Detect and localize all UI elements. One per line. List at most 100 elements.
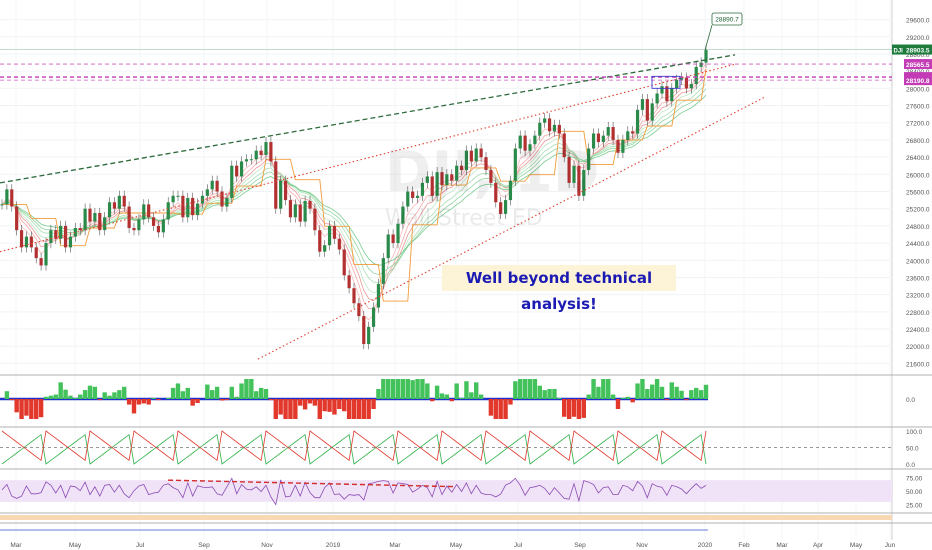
oscillator-bar: [53, 394, 58, 399]
oscillator-bar: [68, 395, 73, 399]
candle-body: [137, 219, 141, 231]
candle-body: [283, 180, 288, 201]
oscillator-bar: [405, 379, 410, 399]
candle-body: [191, 197, 195, 216]
oscillator-bar: [263, 389, 269, 399]
oscillator-bar: [29, 399, 34, 419]
oscillator-bar: [43, 396, 49, 399]
oscillator-bar: [390, 379, 396, 399]
oscillator-bar: [244, 379, 249, 399]
oscillator-bar: [410, 380, 415, 399]
candle-body: [386, 234, 390, 259]
bottom-strip: [0, 515, 892, 520]
oscillator-bar: [366, 399, 371, 419]
oscillator-bar: [151, 397, 156, 399]
oscillator-bar: [439, 393, 445, 399]
oscillator-bar: [654, 379, 660, 399]
candle-body: [440, 172, 444, 186]
candle-body: [352, 288, 356, 304]
candle-body: [572, 165, 576, 183]
candle-body: [186, 197, 190, 218]
oscillator-bar: [664, 399, 670, 401]
oscillator-bar: [552, 389, 557, 399]
candle-body: [533, 135, 537, 145]
oscillator-bar: [694, 387, 699, 399]
candle-body: [254, 150, 258, 160]
oscillator-bar: [464, 381, 469, 399]
candle-body: [552, 124, 557, 132]
candle-body: [332, 225, 337, 239]
candle-body: [567, 157, 571, 183]
oscillator-bar: [381, 379, 386, 399]
y-tick-label: 26800.0: [906, 138, 930, 145]
oscillator-bar: [493, 399, 498, 419]
x-tick-label: May: [850, 542, 863, 549]
oscillator-bar: [283, 399, 288, 419]
rsi-tick-label: 50.00: [906, 489, 923, 496]
candle-body: [342, 249, 346, 276]
candle-body: [606, 127, 610, 136]
candle-body: [357, 303, 361, 317]
oscillator-bar: [659, 386, 665, 399]
aroon-up-line: [1, 433, 707, 465]
candle-body: [635, 109, 640, 134]
oscillator-bar: [508, 399, 513, 405]
candle-body: [0, 204, 4, 206]
candle-body: [503, 200, 508, 214]
oscillator-bar: [190, 399, 195, 406]
x-tick-label: Nov: [261, 542, 273, 549]
oscillator-bar: [14, 399, 19, 413]
mid-tick-label: 0.0: [906, 462, 915, 469]
candle-body: [264, 142, 268, 155]
candle-body: [376, 283, 381, 308]
candle-body: [88, 208, 92, 222]
oscillator-bar: [689, 390, 694, 399]
oscillator-bar: [254, 391, 259, 399]
candle-body: [670, 88, 674, 102]
oscillator-bar: [146, 399, 151, 405]
rsi-line: [1, 477, 707, 506]
candle-body: [499, 202, 503, 214]
oscillator-bar: [332, 399, 337, 415]
oscillator-bar: [703, 384, 709, 399]
candle-body: [381, 258, 385, 284]
price-label-bg: [904, 75, 932, 86]
candle-body: [156, 225, 161, 233]
oscillator-bar: [73, 397, 78, 399]
oscillator-bar: [434, 385, 440, 399]
candle-body: [259, 150, 263, 155]
candle-body: [523, 135, 527, 151]
watermark-symbol: DJI, 1D: [385, 140, 600, 205]
candle-body: [464, 150, 469, 171]
y-tick-label: 23600.0: [906, 275, 930, 282]
x-tick-label: Mar: [10, 542, 22, 549]
oscillator-bar: [307, 399, 313, 404]
callout-value: 28890.7: [715, 17, 739, 24]
y-tick-label: 22000.0: [906, 344, 930, 351]
y-tick-label: 29600.0: [906, 18, 930, 25]
candle-body: [401, 206, 405, 224]
oscillator-bar: [522, 379, 528, 399]
price-label-bg: [904, 44, 932, 55]
candle-body: [347, 275, 351, 289]
candle-body: [151, 217, 156, 226]
candle-body: [15, 206, 19, 231]
oscillator-bar: [337, 399, 342, 409]
oscillator-bar: [566, 399, 572, 419]
x-tick-label: Sep: [574, 542, 586, 549]
candle-body: [484, 157, 488, 171]
candle-body: [107, 202, 112, 218]
x-tick-label: Nov: [636, 542, 648, 549]
oscillator-bar: [571, 399, 577, 417]
price-label-bg: [904, 59, 932, 70]
oscillator-bar: [376, 389, 381, 399]
candle-body: [127, 206, 131, 229]
candle-body: [591, 133, 596, 149]
rsi-tick-label: 25.00: [906, 503, 923, 510]
y-tick-label: 24800.0: [906, 224, 930, 231]
oscillator-bar: [312, 399, 318, 406]
y-tick-label: 28000.0: [906, 86, 930, 93]
candle-body: [327, 225, 332, 246]
candle-body: [220, 191, 224, 207]
oscillator-bar: [185, 387, 190, 399]
